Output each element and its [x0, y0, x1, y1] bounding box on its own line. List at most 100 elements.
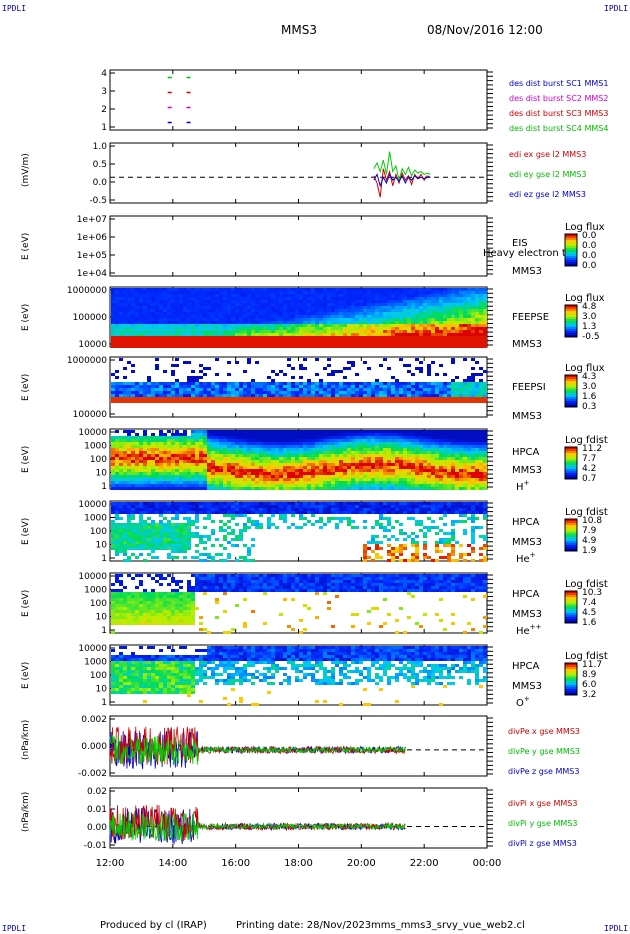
spectrogram-cell — [295, 303, 299, 306]
spectrogram-cell — [415, 460, 419, 463]
spectrogram-cell — [359, 466, 363, 469]
spectrogram-cell — [407, 309, 411, 312]
spectrogram-cell — [395, 391, 399, 394]
colorbar-title: Log flux — [565, 293, 605, 304]
spectrogram-cell — [331, 466, 335, 469]
spectrogram-cell — [339, 430, 343, 433]
spectrogram-cell — [259, 430, 263, 433]
spectrogram-cell — [435, 448, 439, 451]
spectrogram-cell — [267, 333, 271, 336]
spectrogram-cell — [119, 466, 123, 469]
spectrogram-cell — [339, 442, 343, 445]
spectrogram-cell — [451, 445, 455, 448]
spectrogram-cell — [271, 388, 275, 391]
spectrogram-cell — [131, 300, 135, 303]
spectrogram-cell — [259, 315, 263, 318]
spectrogram-cell — [191, 379, 195, 382]
spectrogram-cell — [295, 327, 299, 330]
spectrogram-cell — [427, 475, 431, 478]
spectrogram-cell — [119, 505, 123, 508]
spectrogram-cell — [423, 303, 427, 306]
spectrogram-cell — [263, 309, 267, 312]
spectrogram-cell — [235, 318, 239, 321]
spectrogram-cell — [167, 342, 171, 345]
spectrogram-cell — [211, 330, 215, 333]
spectrogram-cell — [395, 457, 399, 460]
spectrogram-cell — [443, 472, 447, 475]
spectrogram-cell — [411, 306, 415, 309]
spectrogram-cell — [263, 394, 267, 397]
spectrogram-cell — [359, 400, 363, 403]
spectrogram-cell — [195, 339, 199, 342]
spectrogram-cell — [303, 297, 307, 300]
spectrogram-cell — [343, 439, 347, 442]
spectrogram-cell — [475, 318, 479, 321]
spectrogram-cell — [119, 300, 123, 303]
spectrogram-cell — [159, 303, 163, 306]
spectrogram-cell — [115, 397, 119, 400]
spectrogram-cell — [267, 430, 271, 433]
spectrogram-cell — [347, 315, 351, 318]
spectrogram-cell — [383, 318, 387, 321]
spectrogram-cell — [355, 309, 359, 312]
spectrogram-cell — [263, 327, 267, 330]
spectrogram-cell — [195, 457, 199, 460]
spectrogram-cell — [451, 321, 455, 324]
spectrogram-cell — [139, 439, 143, 442]
spectrogram-cell — [431, 342, 435, 345]
spectrogram-cell — [427, 364, 431, 367]
spectrogram-cell — [271, 445, 275, 448]
spectrogram-cell — [299, 345, 303, 348]
spectrogram-cell — [235, 315, 239, 318]
spectrogram-cell — [427, 439, 431, 442]
spectrogram-cell — [275, 391, 279, 394]
spectrogram-cell — [271, 454, 275, 457]
spectrogram-cell — [483, 460, 487, 463]
spectrogram-cell — [295, 333, 299, 336]
spectrogram-cell — [399, 330, 403, 333]
spectrogram-cell — [179, 327, 183, 330]
spectrogram-cell — [475, 315, 479, 318]
spectrogram-cell — [415, 451, 419, 454]
spectrogram-cell — [303, 327, 307, 330]
spectrogram-cell — [171, 445, 175, 448]
spectrogram-cell — [299, 484, 303, 487]
spectrogram-cell — [307, 288, 311, 291]
spectrogram-cell — [347, 333, 351, 336]
spectrogram-cell — [171, 370, 175, 373]
spectrogram-cell — [371, 315, 375, 318]
spectrogram-cell — [471, 400, 475, 403]
spectrogram-cell — [311, 382, 315, 385]
spectrogram-cell — [439, 463, 443, 466]
spectrogram-cell — [355, 394, 359, 397]
spectrogram-cell — [299, 364, 303, 367]
spectrogram-cell — [351, 309, 355, 312]
spectrogram-cell — [255, 481, 259, 484]
spectrogram-cell — [347, 478, 351, 481]
spectrogram-cell — [427, 297, 431, 300]
spectrogram-cell — [475, 321, 479, 324]
spectrogram-cell — [359, 430, 363, 433]
spectrogram-cell — [347, 306, 351, 309]
spectrogram-cell — [163, 382, 167, 385]
spectrogram-cell — [199, 370, 203, 373]
spectrogram-cell — [351, 361, 355, 364]
spectrogram-cell — [115, 541, 119, 544]
spectrogram-cell — [403, 300, 407, 303]
spectrogram-cell — [127, 481, 131, 484]
spectrogram-cell — [415, 397, 419, 400]
spectrogram-cell — [351, 339, 355, 342]
spectrogram-cell — [123, 472, 127, 475]
spectrogram-cell — [319, 463, 323, 466]
spectrogram-cell — [467, 321, 471, 324]
spectrogram-cell — [455, 484, 459, 487]
spectrogram-cell — [335, 312, 339, 315]
spectrogram-cell — [439, 484, 443, 487]
spectrogram-cell — [483, 297, 487, 300]
spectrogram-cell — [211, 336, 215, 339]
spectrogram-cell — [447, 451, 451, 454]
spectrogram-cell — [431, 394, 435, 397]
spectrogram-cell — [335, 451, 339, 454]
spectrogram-cell — [219, 451, 223, 454]
spectrogram-cell — [299, 478, 303, 481]
